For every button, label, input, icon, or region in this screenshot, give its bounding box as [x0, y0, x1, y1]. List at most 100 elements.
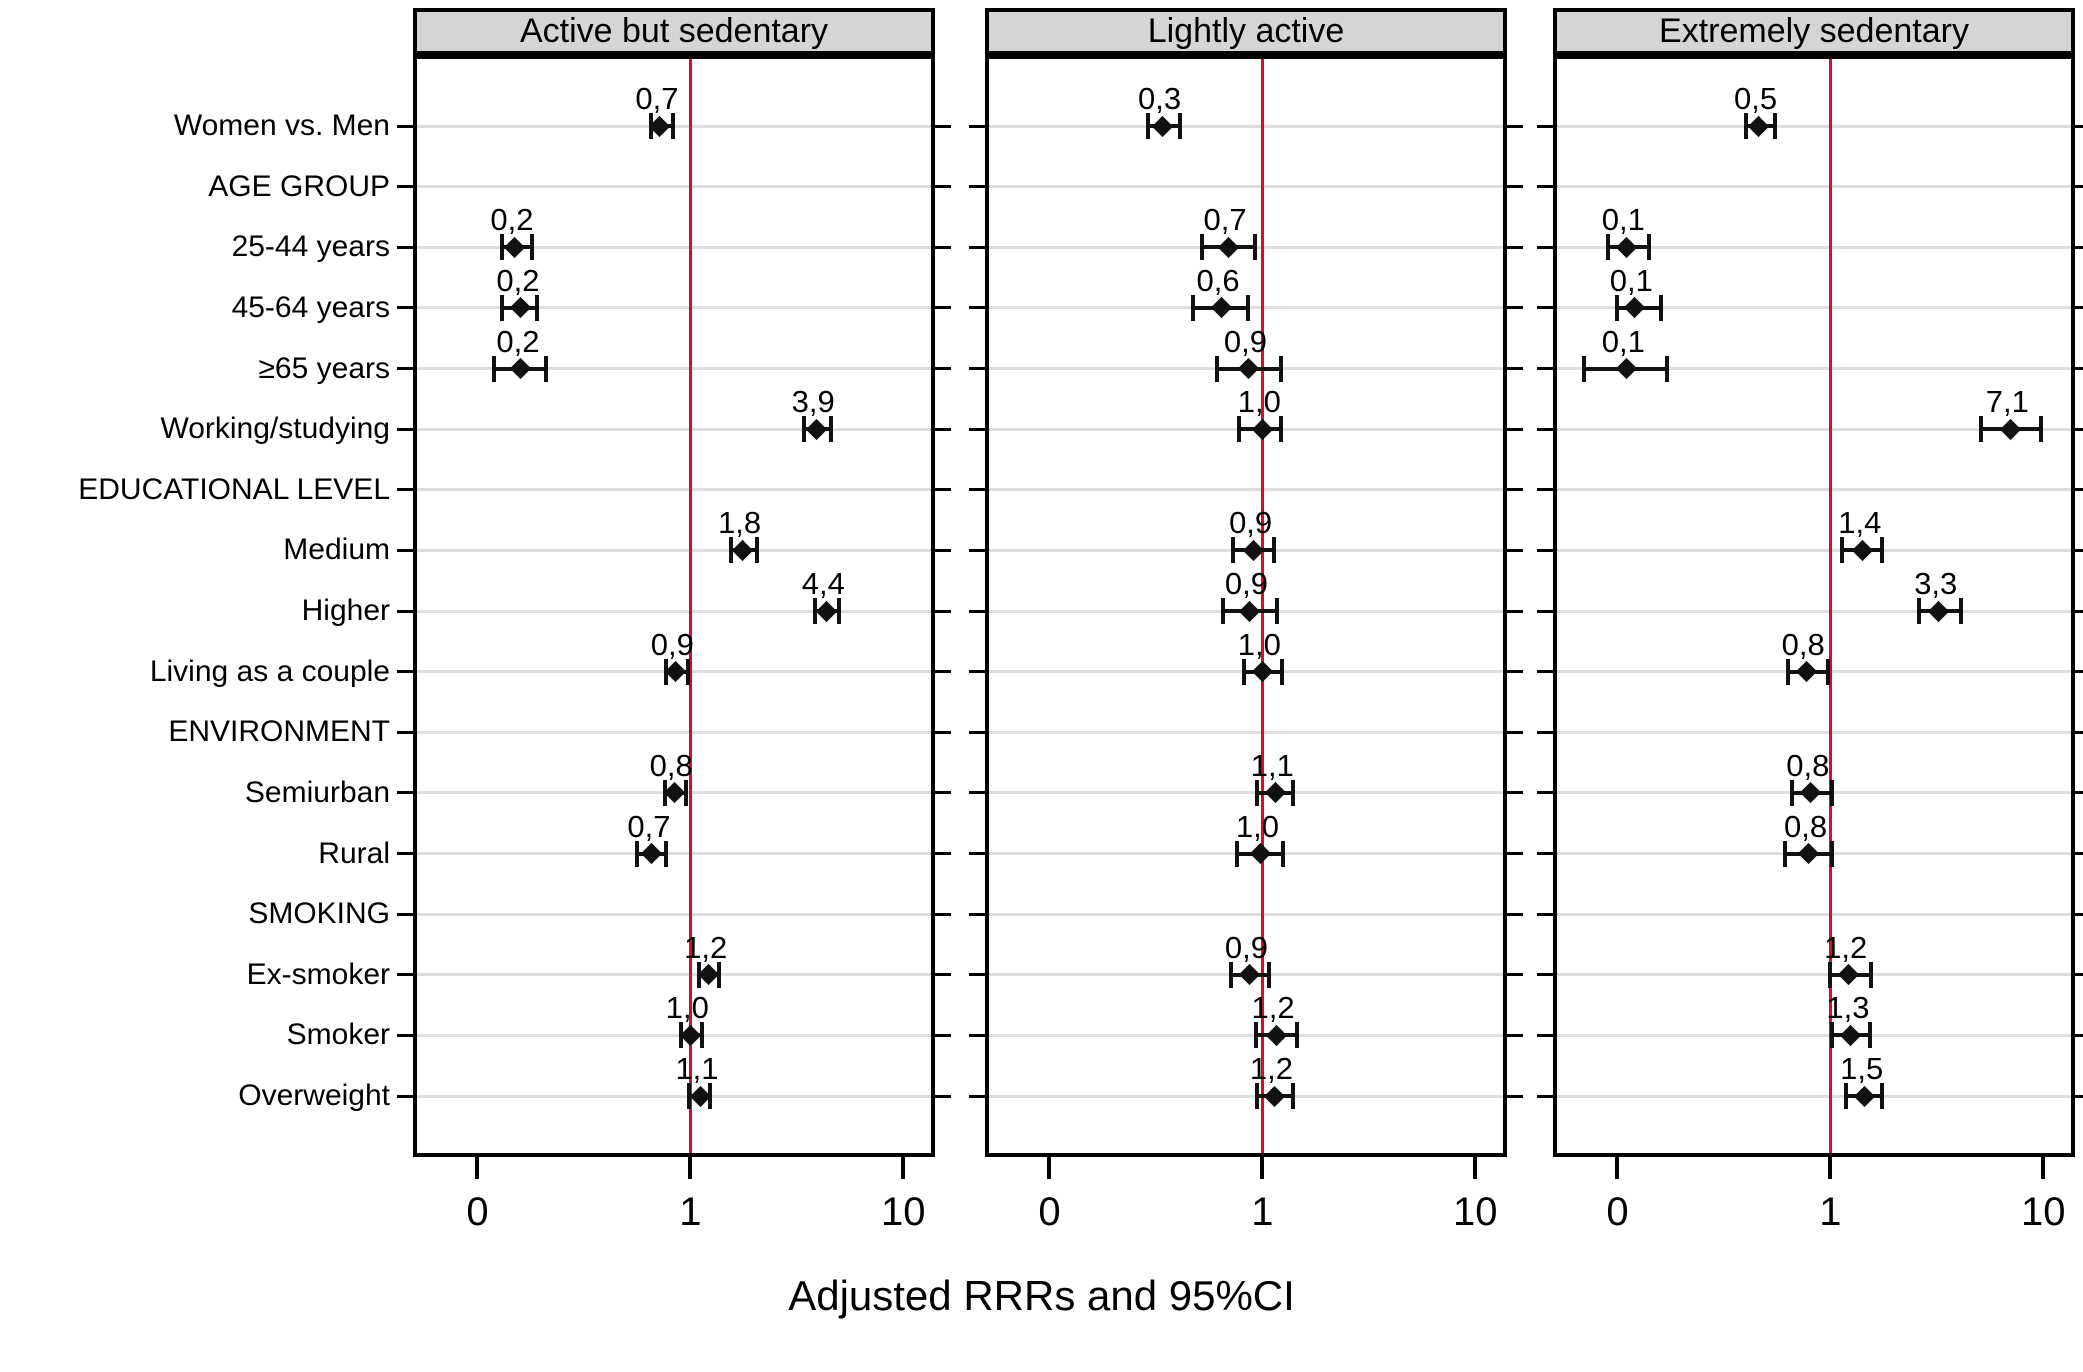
ci-cap-right [1177, 113, 1182, 139]
y-tick [397, 488, 413, 492]
ci-cap-right [1825, 658, 1830, 685]
reference-line [688, 59, 692, 1153]
ci-cap-left [1253, 1022, 1258, 1049]
gridline [1557, 730, 2071, 734]
row-label: Semiurban [244, 775, 390, 809]
gridline [1557, 185, 2071, 189]
y-tick [1537, 1033, 1553, 1037]
y-tick [397, 185, 413, 189]
ci-cap-left [1785, 658, 1790, 685]
y-tick [1507, 852, 1523, 855]
value-label: 1,2 [1251, 990, 1295, 1026]
value-label: 1,1 [1250, 747, 1294, 783]
ci-cap-left [1978, 416, 1983, 443]
y-tick [1537, 185, 1553, 189]
ci-cap-right [671, 113, 676, 139]
reference-line [1260, 59, 1264, 1153]
diamond-marker-icon [815, 600, 837, 622]
y-tick [969, 1033, 985, 1037]
value-label: 0,9 [1223, 323, 1267, 359]
y-tick [397, 1033, 413, 1037]
ci-cap-right [1646, 234, 1651, 261]
ci-cap-left [1199, 234, 1204, 261]
ci-cap-left [499, 234, 504, 261]
y-tick [1537, 245, 1553, 249]
y-tick [2075, 367, 2083, 370]
diamond-marker-icon [805, 418, 827, 440]
ci-cap-right [700, 1022, 705, 1049]
gridline [417, 548, 931, 552]
ci-cap-right [683, 779, 688, 806]
diamond-marker-icon [1251, 418, 1273, 440]
diamond-marker-icon [1264, 782, 1286, 804]
y-tick [1507, 791, 1523, 795]
ci-cap-left [1830, 1022, 1835, 1049]
ci-cap-left [1220, 598, 1225, 624]
x-tick-label: 0 [466, 1190, 489, 1234]
y-tick [935, 973, 951, 977]
y-tick [969, 730, 985, 734]
row-label: Living as a couple [149, 654, 390, 688]
diamond-marker-icon [1854, 1085, 1876, 1107]
diamond-marker-icon [1263, 1085, 1286, 1107]
y-tick [1507, 973, 1523, 977]
gridline [1557, 427, 2071, 431]
value-label: 0,8 [1786, 747, 1830, 783]
y-tick [1507, 548, 1523, 552]
plot-area: 0,5 0,1 0,1 0,1 7,1 1,4 3,3 0,8 0,8 0,8 1,2 1,3 1,5 [1553, 55, 2075, 1157]
row-label: Women vs. Men [173, 109, 390, 142]
ci-cap-left [1234, 840, 1239, 867]
ci-cap-left [1916, 598, 1921, 624]
y-tick [969, 609, 985, 613]
value-label: 0,1 [1601, 202, 1645, 238]
y-tick [1537, 488, 1553, 492]
y-tick [1537, 670, 1553, 674]
y-tick [935, 185, 951, 189]
y-tick [1507, 1033, 1523, 1037]
y-tick [397, 609, 413, 613]
y-tick [935, 852, 951, 855]
plot-area: 0,7 0,2 0,2 0,2 3,9 1,8 4,4 0,9 0,8 0,7 1,2 1,0 1,1 [413, 55, 935, 1157]
ci-cap-right [1868, 961, 1873, 988]
y-tick [1507, 427, 1523, 431]
x-tick-label: 1 [679, 1190, 702, 1234]
y-tick [969, 427, 985, 431]
value-label: 1,2 [1824, 929, 1868, 965]
y-tick [935, 912, 951, 916]
y-tick [2075, 245, 2083, 249]
ci-cap-right [1867, 1022, 1872, 1049]
diamond-marker-icon [1238, 964, 1261, 986]
value-label: 0,2 [490, 202, 534, 238]
y-tick [969, 912, 985, 916]
ci-cap-right [1664, 355, 1669, 382]
ci-cap-left [499, 294, 504, 321]
ci-cap-left [1605, 234, 1610, 261]
ci-cap-left [492, 355, 497, 382]
ci-cap-left [1190, 294, 1195, 321]
y-tick [935, 1033, 951, 1037]
value-label: 3,9 [791, 384, 835, 420]
y-tick [397, 1094, 413, 1098]
gridline [417, 1033, 931, 1037]
ci-cap-right [1830, 840, 1835, 867]
ci-cap-right [1291, 779, 1296, 806]
ci-cap-left [1254, 779, 1259, 806]
diamond-marker-icon [1623, 297, 1645, 319]
y-tick [397, 548, 413, 552]
value-label: 0,5 [1733, 81, 1778, 116]
y-tick [2075, 730, 2083, 734]
x-axis-title: Adjusted RRRs and 95%CI [788, 1272, 1295, 1319]
ci-cap-right [1295, 1022, 1300, 1049]
gridline [989, 185, 1503, 189]
y-tick [1537, 367, 1553, 370]
y-tick [1537, 427, 1553, 431]
ci-cap-right [1267, 961, 1272, 988]
y-tick [2075, 791, 2083, 795]
ci-cap-right [1271, 537, 1276, 564]
ci-cap-right [1280, 840, 1285, 867]
x-tick [1615, 1157, 1620, 1179]
value-label: 0,3 [1138, 81, 1182, 116]
y-tick [935, 124, 951, 128]
value-label: 0,2 [496, 323, 540, 359]
panel-active-but-sedentary: Active but sedentary 0,7 0,2 0,2 0,2 3,9 1,8 4,… [413, 8, 935, 1157]
